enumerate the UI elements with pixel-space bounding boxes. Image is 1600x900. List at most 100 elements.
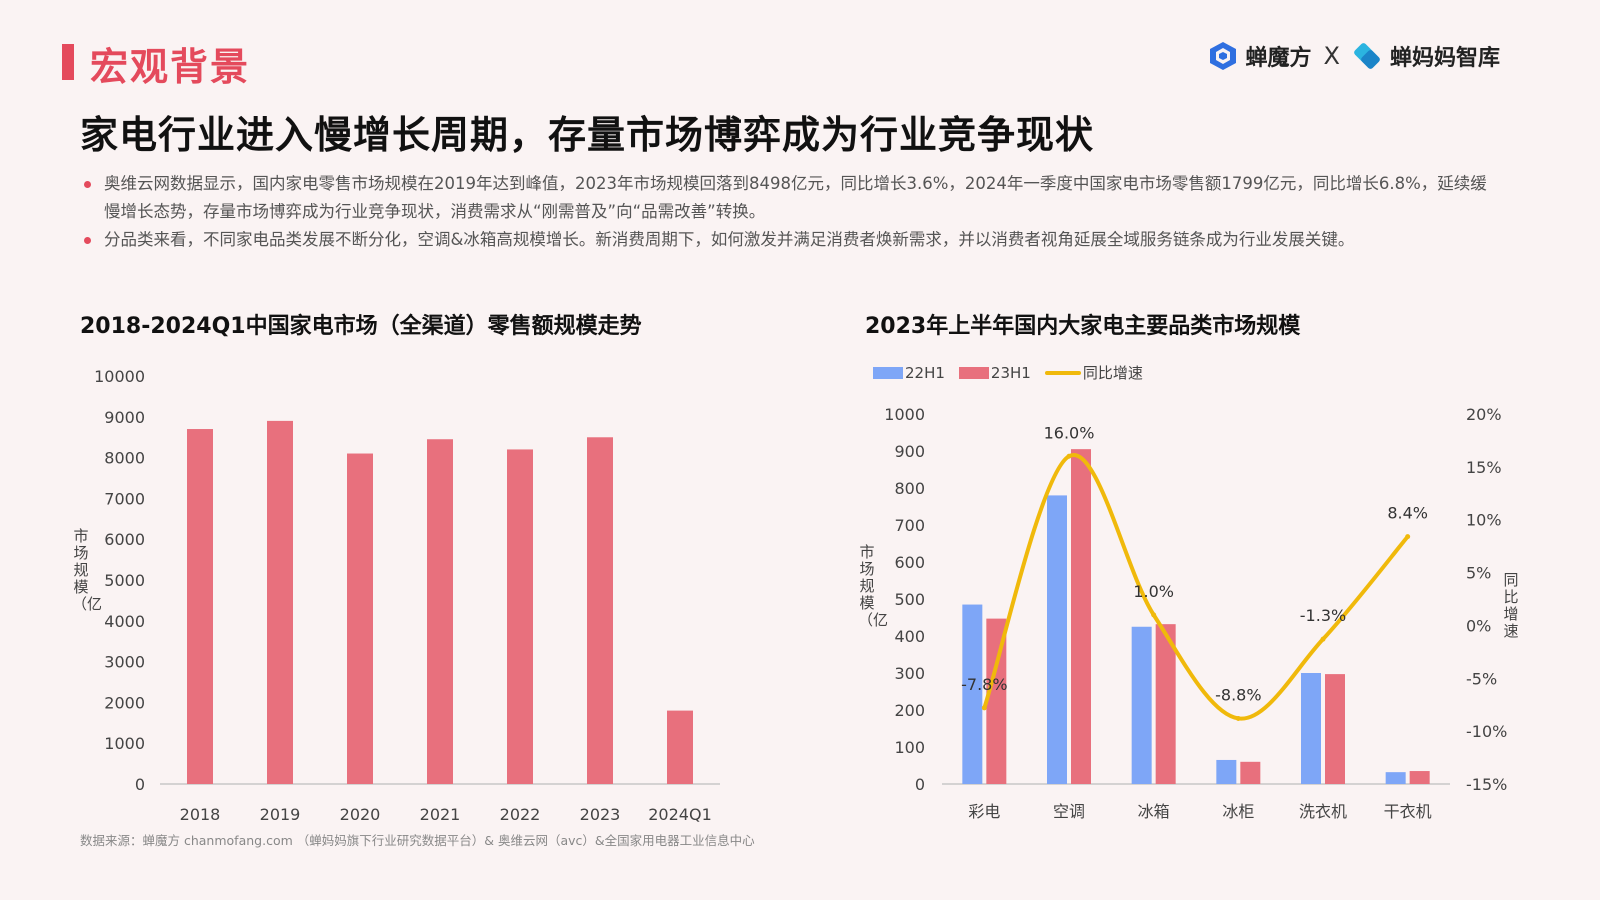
legend-item-growth: 同比增速 [1044, 362, 1143, 383]
chart2-xtick-label: 干衣机 [1384, 802, 1432, 821]
chart2-ytick-label: 1000 [884, 405, 925, 424]
chart1-bar [427, 439, 453, 784]
data-source-note: 数据来源：蝉魔方 chanmofang.com （蝉妈妈旗下行业研究数据平台）&… [80, 833, 755, 848]
chart1-bar [667, 710, 693, 784]
chart2-ytick-label: 0 [915, 775, 925, 794]
brand-logos: 蝉魔方 X 蝉妈妈智库 [1208, 40, 1500, 72]
chart1-xtick-label: 2019 [260, 805, 301, 824]
chart2-ytick-label: 100 [894, 738, 925, 757]
chart1-xtick-label: 2020 [340, 805, 381, 824]
chart2-growth-point [981, 705, 987, 711]
chart2-y2label: 同比增速 [1503, 571, 1519, 640]
chart2-bar-23h1 [986, 618, 1007, 784]
chart2-xtick-label: 洗衣机 [1299, 802, 1347, 821]
chart2-bar-22h1 [1047, 495, 1067, 784]
chart2-y2tick-label: -10% [1466, 722, 1507, 741]
chart2-growth-data-label: -1.3% [1300, 606, 1346, 625]
chart2-y2tick-label: -15% [1466, 775, 1507, 794]
brand-chanmofang: 蝉魔方 [1245, 46, 1312, 71]
chart1-ytick-label: 5000 [104, 571, 145, 590]
chart1-xtick-label: 2018 [180, 805, 221, 824]
chart2-growth-point [1066, 453, 1072, 459]
chart2-ytick-label: 700 [894, 516, 925, 535]
chart2-growth-point [1235, 715, 1241, 721]
chart1-ytick-label: 7000 [104, 489, 145, 508]
chart2-ytick-label: 900 [894, 442, 925, 461]
chart2-ytick-label: 400 [894, 627, 925, 646]
chart2-growth-data-label: -8.8% [1215, 685, 1261, 704]
chart2-bar-23h1 [1325, 674, 1345, 784]
legend-label-growth: 同比增速 [1082, 364, 1143, 382]
section-title: 宏观背景 [90, 45, 251, 89]
chart2-bar-23h1 [1240, 761, 1261, 784]
chart1-xtick-label: 2023 [580, 805, 621, 824]
chart2-xtick-label: 冰箱 [1138, 802, 1170, 821]
chart2-y2tick-label: 10% [1466, 511, 1502, 530]
chart2-y2tick-label: 0% [1466, 616, 1491, 635]
chart2-growth-data-label: 8.4% [1387, 504, 1428, 523]
chart2-legend: 22H1 23H1 同比增速 [873, 362, 1143, 383]
chart2-bar-22h1 [1301, 673, 1321, 784]
chart2-title: 2023年上半年国内大家电主要品类市场规模 [865, 314, 1301, 339]
chart1-xtick-label: 2024Q1 [648, 805, 712, 824]
chart2-bar-23h1 [1071, 449, 1091, 784]
section-accent-bar [62, 44, 74, 80]
chart2-growth-point [1405, 534, 1411, 540]
chart1-title: 2018-2024Q1中国家电市场（全渠道）零售额规模走势 [80, 314, 642, 339]
chart1-xtick-label: 2021 [420, 805, 461, 824]
bullet-item: 奥维云网数据显示，国内家电零售市场规模在2019年达到峰值，2023年市场规模回… [80, 170, 1500, 226]
legend-item-22h1: 22H1 [873, 364, 945, 382]
chart1-bar [267, 420, 293, 784]
chart2-growth-data-label: -7.8% [961, 675, 1007, 694]
page-headline: 家电行业进入慢增长周期，存量市场博弈成为行业竞争现状 [80, 113, 1095, 157]
legend-item-23h1: 23H1 [958, 363, 1031, 382]
chart2-ytick-label: 300 [894, 664, 925, 683]
chart2-y2tick-label: 20% [1466, 405, 1502, 424]
brand-separator: X [1323, 42, 1340, 70]
chart1-bar [587, 437, 613, 784]
chart2-ytick-label: 600 [894, 553, 925, 572]
legend-label-23h1: 23H1 [990, 363, 1031, 382]
chart1-ytick-label: 9000 [104, 408, 145, 427]
chart2-xtick-label: 冰柜 [1222, 802, 1254, 821]
chart2-y2tick-label: -5% [1466, 669, 1497, 688]
legend-swatch-blue [873, 366, 903, 379]
chart1-ytick-label: 1000 [104, 734, 145, 753]
chanmofang-logo-icon [1209, 42, 1236, 70]
chart2-bar-22h1 [1385, 772, 1406, 784]
chart2-bar-22h1 [1131, 626, 1152, 784]
chart1-bar [347, 453, 373, 784]
chart2-ytick-label: 500 [894, 590, 925, 609]
chart1-ytick-label: 6000 [104, 530, 145, 549]
chart1-bar [507, 449, 533, 784]
chart2-ytick-label: 800 [894, 479, 925, 498]
chart2-y2tick-label: 5% [1466, 564, 1491, 583]
chart1-ytick-label: 10000 [94, 367, 145, 386]
chanmama-logo-icon [1354, 43, 1380, 69]
chart2-growth-point [1151, 612, 1157, 618]
legend-swatch-red [958, 366, 989, 379]
chart2-growth-point [1320, 636, 1326, 642]
brand-chanmama: 蝉妈妈智库 [1389, 46, 1500, 71]
chart1-ytick-label: 3000 [104, 653, 145, 672]
chart2-bar-22h1 [962, 604, 983, 784]
legend-swatch-line [1044, 370, 1081, 375]
chart2-xtick-label: 空调 [1053, 802, 1085, 821]
chart1-ytick-label: 0 [135, 775, 145, 794]
chart2-y2tick-label: 15% [1466, 458, 1502, 477]
chart2-bar-23h1 [1155, 624, 1176, 784]
chart1-xtick-label: 2022 [500, 805, 541, 824]
legend-label-22h1: 22H1 [905, 363, 945, 382]
chart2-bar-22h1 [1216, 759, 1237, 784]
chart2-growth-data-label: 16.0% [1044, 423, 1095, 442]
chart2-ytick-label: 200 [894, 701, 925, 720]
chart2-xtick-label: 彩电 [968, 802, 1000, 821]
bullet-list: 奥维云网数据显示，国内家电零售市场规模在2019年达到峰值，2023年市场规模回… [80, 170, 1500, 254]
chart1-ytick-label: 8000 [104, 449, 145, 468]
chart1-ytick-label: 4000 [104, 612, 145, 631]
chart2-growth-data-label: 1.0% [1133, 582, 1174, 601]
bullet-item: 分品类来看，不同家电品类发展不断分化，空调&冰箱高规模增长。新消费周期下，如何激… [80, 226, 1500, 254]
chart2-bar-23h1 [1409, 771, 1430, 784]
chart1-ytick-label: 2000 [104, 693, 145, 712]
